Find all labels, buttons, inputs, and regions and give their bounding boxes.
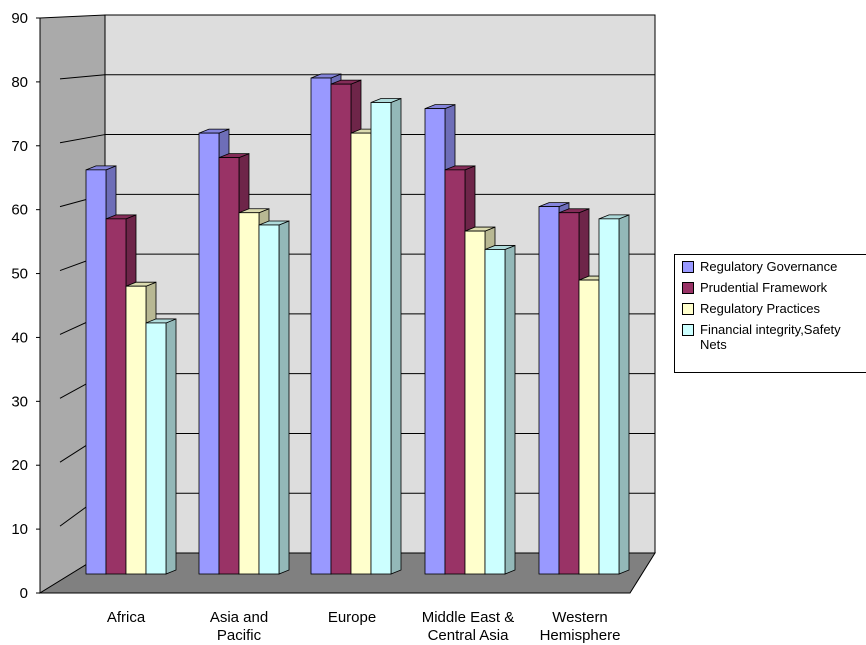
- bar-front: [444, 169, 466, 575]
- x-category-line: Europe: [328, 609, 376, 626]
- x-category-label: Asia and Pacific: [210, 609, 268, 644]
- bar: [258, 220, 290, 575]
- legend-swatch: [682, 303, 694, 315]
- y-tick-label: 0: [20, 585, 28, 602]
- x-category-label: Middle East & Central Asia: [422, 609, 515, 644]
- y-axis-ticks: 0 10 20 30 40 50 60 70 80 90: [11, 10, 40, 602]
- legend-item: Financial integrity,Safety Nets: [682, 322, 866, 352]
- y-tick-label: 30: [11, 393, 28, 410]
- x-axis-categories: Africa Asia and Pacific Europe Middle East &…: [107, 609, 621, 644]
- legend: Regulatory Governance Prudential Framewor…: [674, 254, 866, 373]
- gridline-side: [59, 134, 106, 144]
- bar-front: [578, 279, 600, 575]
- bar-front: [538, 206, 560, 575]
- bar-front: [310, 77, 332, 575]
- bar-front: [125, 285, 147, 575]
- bar-front: [370, 102, 392, 575]
- x-category-line: Hemisphere: [540, 627, 621, 644]
- bars: [85, 73, 630, 575]
- legend-label: Financial integrity,Safety Nets: [700, 322, 841, 352]
- x-category-label: Western Hemisphere: [540, 609, 621, 644]
- gridline-side: [59, 74, 106, 80]
- bar: [484, 244, 516, 575]
- bar: [145, 318, 177, 575]
- legend-item: Regulatory Governance: [682, 259, 866, 274]
- bar-side: [278, 220, 290, 575]
- bar-front: [105, 218, 127, 575]
- legend-swatch: [682, 261, 694, 273]
- bar-front: [85, 169, 107, 575]
- x-category-line: Western: [552, 609, 608, 626]
- x-category-line: Africa: [107, 609, 146, 626]
- bar-front: [558, 212, 580, 575]
- x-category-label: Africa: [107, 609, 146, 626]
- bar-side: [618, 214, 630, 575]
- y-tick-label: 40: [11, 329, 28, 346]
- y-tick-label: 50: [11, 266, 28, 283]
- legend-label: Regulatory Practices: [700, 301, 820, 316]
- bar-side: [504, 244, 516, 575]
- legend-item: Prudential Framework: [682, 280, 866, 295]
- y-tick-label: 60: [11, 202, 28, 219]
- x-category-label: Europe: [328, 609, 376, 626]
- x-category-line: Asia and: [210, 609, 268, 626]
- bar-side: [165, 318, 177, 575]
- bar-front: [238, 212, 260, 575]
- x-category-line: Middle East &: [422, 609, 515, 626]
- bar-front: [198, 132, 220, 575]
- bar: [598, 214, 630, 575]
- bar: [370, 97, 402, 575]
- y-tick-label: 20: [11, 457, 28, 474]
- x-category-line: Central Asia: [428, 627, 510, 644]
- legend-item: Regulatory Practices: [682, 301, 866, 316]
- y-tick-label: 90: [11, 10, 28, 27]
- bar-front: [464, 230, 486, 575]
- y-tick-label: 80: [11, 74, 28, 91]
- bar-front: [330, 83, 352, 575]
- bar-front: [258, 224, 280, 575]
- x-category-line: Pacific: [217, 627, 262, 644]
- legend-label: Prudential Framework: [700, 280, 828, 295]
- bar-front: [484, 249, 506, 575]
- bar-front: [598, 218, 620, 575]
- y-tick-label: 70: [11, 138, 28, 155]
- y-tick-label: 10: [11, 521, 28, 538]
- bar-front: [350, 132, 372, 575]
- legend-swatch: [682, 324, 694, 336]
- bar-front: [424, 108, 446, 575]
- bar-side: [390, 97, 402, 575]
- legend-label: Regulatory Governance: [700, 259, 838, 274]
- bar-front: [145, 322, 167, 575]
- bar-front: [218, 157, 240, 575]
- legend-swatch: [682, 282, 694, 294]
